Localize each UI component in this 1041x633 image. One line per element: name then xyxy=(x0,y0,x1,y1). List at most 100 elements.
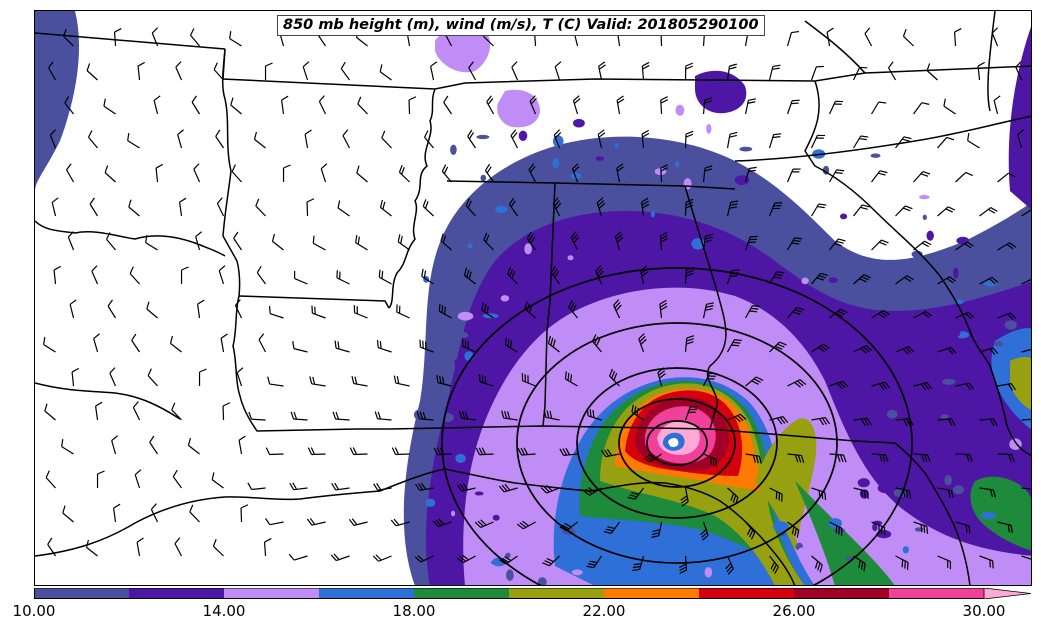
wind-barb xyxy=(598,61,606,81)
temperature-speckle xyxy=(458,332,469,339)
temperature-speckle xyxy=(524,243,532,255)
temperature-speckle xyxy=(505,552,511,559)
wind-barb xyxy=(86,63,98,81)
wind-barb xyxy=(336,270,350,285)
wind-barb xyxy=(91,265,99,285)
wind-barb xyxy=(48,61,57,81)
wind-barb xyxy=(478,374,494,387)
colorbar-bin xyxy=(319,588,415,599)
wind-barb xyxy=(180,266,189,284)
colorbar-bin xyxy=(34,588,130,599)
wind-barb xyxy=(913,102,930,115)
wind-barb xyxy=(684,62,694,81)
wind-barb xyxy=(828,100,844,115)
wind-barb xyxy=(51,197,59,217)
wind-barb xyxy=(937,276,957,285)
wind-barb xyxy=(529,95,537,115)
wind-barb xyxy=(702,302,715,319)
wind-barb xyxy=(979,347,999,355)
wind-barb xyxy=(374,411,392,421)
wind-barb xyxy=(640,265,649,285)
wind-barb xyxy=(853,487,869,500)
height-contour xyxy=(441,267,913,585)
wind-barb xyxy=(744,166,757,183)
temperature-speckle xyxy=(857,478,870,488)
wind-barb xyxy=(769,555,779,574)
wind-barb xyxy=(234,299,243,319)
temperature-speckle xyxy=(435,405,446,414)
temperature-speckle xyxy=(474,491,484,496)
wind-barb xyxy=(415,482,434,492)
wind-barb xyxy=(895,275,914,285)
wind-barb xyxy=(198,368,207,386)
wind-barb xyxy=(953,28,962,47)
temperature-speckle xyxy=(872,523,878,532)
state-border xyxy=(221,48,241,297)
wind-barb xyxy=(231,164,242,183)
wind-barb xyxy=(810,65,824,81)
wind-barb xyxy=(356,165,368,183)
wind-barb xyxy=(684,335,695,353)
wind-barb xyxy=(700,521,709,541)
wind-barb xyxy=(727,413,747,423)
wind-barb xyxy=(178,197,187,217)
colorbar-tick-label: 26.00 xyxy=(772,602,816,620)
height-contour xyxy=(646,420,708,466)
wind-barb xyxy=(627,487,645,500)
wind-barb xyxy=(443,95,453,115)
wind-barb xyxy=(169,335,182,353)
temperature-speckle xyxy=(657,230,671,241)
wind-barb xyxy=(702,165,713,183)
temperature-speckle xyxy=(480,174,487,182)
wind-barb xyxy=(391,447,410,456)
wind-barb xyxy=(416,411,434,421)
temperature-shading xyxy=(35,11,80,191)
temperature-speckle xyxy=(953,267,959,279)
temperature-speckle xyxy=(537,577,547,585)
wind-barb xyxy=(937,346,957,355)
wind-barb xyxy=(89,197,99,217)
wind-barb xyxy=(811,555,823,573)
wind-barb xyxy=(196,299,205,319)
wind-barb xyxy=(419,339,434,353)
wind-barb xyxy=(1021,487,1031,491)
wind-barb xyxy=(340,61,351,81)
state-border xyxy=(734,115,1031,162)
wind-barb xyxy=(997,453,1015,462)
map-canvas xyxy=(35,11,1031,585)
wind-barb xyxy=(438,303,452,319)
state-border xyxy=(35,468,796,585)
wind-barb xyxy=(195,231,202,251)
wind-barb xyxy=(871,381,891,391)
wind-barb xyxy=(421,268,434,285)
wind-barb xyxy=(289,482,308,491)
wind-barb xyxy=(71,367,80,387)
temperature-speckle xyxy=(902,546,909,554)
wind-barb xyxy=(504,337,518,353)
wind-barb xyxy=(787,521,800,538)
wind-barb xyxy=(355,234,368,251)
wind-barb xyxy=(53,265,62,285)
wind-barb xyxy=(955,453,973,462)
temperature-speckle xyxy=(944,474,952,486)
wind-barb xyxy=(926,63,938,81)
wind-barb xyxy=(787,237,803,251)
wind-barb xyxy=(937,487,954,498)
wind-barb xyxy=(895,205,913,217)
wind-barb xyxy=(768,64,781,81)
temperature-speckle xyxy=(454,358,461,367)
temperature-shading xyxy=(497,89,540,128)
wind-barb xyxy=(979,555,994,569)
wind-barb xyxy=(175,61,183,81)
temperature-speckle xyxy=(571,569,583,576)
wind-barb xyxy=(727,339,742,353)
temperature-speckle xyxy=(870,153,881,158)
wind-barb xyxy=(937,418,956,427)
wind-barb xyxy=(829,380,849,390)
wind-barb xyxy=(979,418,998,427)
wind-barb xyxy=(96,470,105,488)
wind-barb xyxy=(993,95,1001,115)
temperature-speckle xyxy=(544,535,551,540)
wind-barb xyxy=(811,487,827,500)
wind-barb xyxy=(829,453,847,463)
